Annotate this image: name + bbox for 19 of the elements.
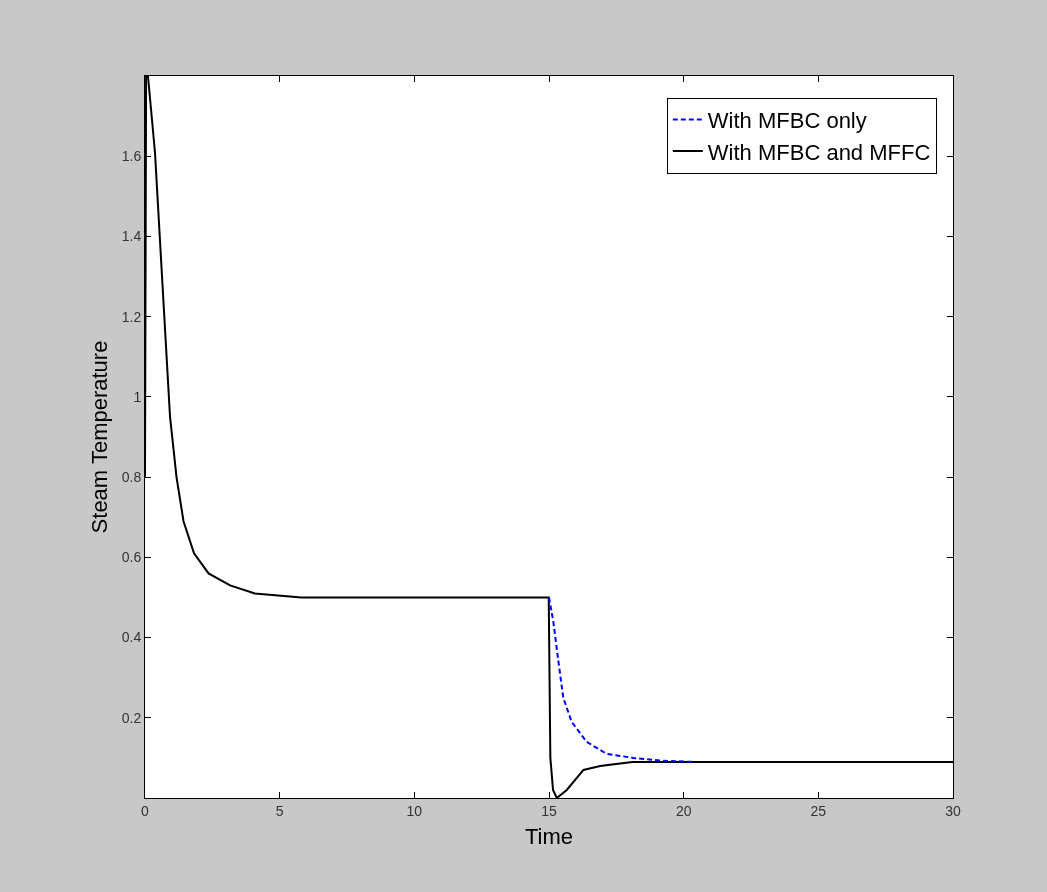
x-tick-label: 30 bbox=[945, 802, 961, 819]
y-axis-title: Steam Temperature bbox=[86, 340, 112, 534]
legend-label: With MFBC and MFFC bbox=[707, 139, 931, 165]
x-tick-label: 10 bbox=[406, 802, 423, 819]
x-tick-label: 25 bbox=[810, 802, 827, 819]
y-tick-label: 0.2 bbox=[121, 709, 142, 726]
legend-label: With MFBC only bbox=[707, 108, 867, 134]
y-tick-label: 1.2 bbox=[121, 308, 142, 325]
y-tick-label: 0.8 bbox=[121, 469, 142, 486]
x-tick-label: 0 bbox=[141, 802, 150, 819]
x-axis-title: Time bbox=[524, 823, 574, 849]
y-tick-label: 1.4 bbox=[121, 228, 142, 245]
y-tick-label: 1 bbox=[133, 388, 142, 405]
y-tick-label: 1.6 bbox=[121, 148, 142, 165]
x-tick-label: 15 bbox=[541, 802, 557, 819]
x-tick-label: 20 bbox=[675, 802, 692, 819]
y-tick-label: 0.6 bbox=[121, 549, 142, 566]
x-tick-label: 5 bbox=[275, 802, 284, 819]
y-tick-label: 0.4 bbox=[121, 629, 142, 646]
